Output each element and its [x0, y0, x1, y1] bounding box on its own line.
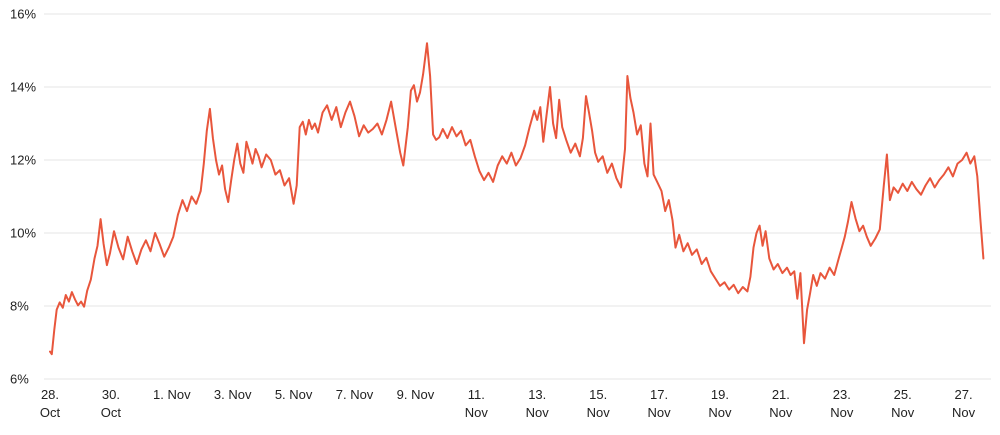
- x-axis-tick-label: 13.: [528, 387, 546, 402]
- x-axis-tick-label: Nov: [708, 405, 732, 420]
- x-axis-tick-label: 17.: [650, 387, 668, 402]
- x-axis-tick-label: 19.: [711, 387, 729, 402]
- y-axis-tick-label: 14%: [10, 80, 36, 95]
- x-axis-tick-label: 25.: [894, 387, 912, 402]
- x-axis-tick-label: 30.: [102, 387, 120, 402]
- x-axis-tick-label: Nov: [830, 405, 854, 420]
- x-axis-tick-label: Oct: [40, 405, 61, 420]
- x-axis-tick-label: 28.: [41, 387, 59, 402]
- x-axis-tick-label: Oct: [101, 405, 122, 420]
- x-axis-tick-label: 3. Nov: [214, 387, 252, 402]
- x-axis-tick-label: Nov: [769, 405, 793, 420]
- x-axis-tick-label: Nov: [647, 405, 671, 420]
- x-axis-tick-label: 23.: [833, 387, 851, 402]
- y-axis-tick-label: 6%: [10, 372, 29, 387]
- x-axis-tick-label: 5. Nov: [275, 387, 313, 402]
- x-axis-tick-label: 9. Nov: [397, 387, 435, 402]
- x-axis-tick-label: Nov: [891, 405, 915, 420]
- y-axis-tick-label: 8%: [10, 299, 29, 314]
- y-axis-tick-label: 16%: [10, 7, 36, 22]
- x-axis-tick-label: 11.: [468, 387, 485, 402]
- x-axis-tick-label: 15.: [589, 387, 607, 402]
- x-axis-tick-label: Nov: [587, 405, 611, 420]
- x-axis-tick-label: 1. Nov: [153, 387, 191, 402]
- y-axis-tick-label: 10%: [10, 226, 36, 241]
- x-axis-tick-label: Nov: [952, 405, 976, 420]
- x-axis-tick-label: 27.: [955, 387, 973, 402]
- x-axis-tick-label: Nov: [465, 405, 489, 420]
- x-axis-tick-label: 7. Nov: [336, 387, 374, 402]
- x-axis-tick-label: Nov: [526, 405, 550, 420]
- y-axis-tick-label: 12%: [10, 153, 36, 168]
- x-axis-tick-label: 21.: [772, 387, 790, 402]
- series-line: [49, 42, 985, 356]
